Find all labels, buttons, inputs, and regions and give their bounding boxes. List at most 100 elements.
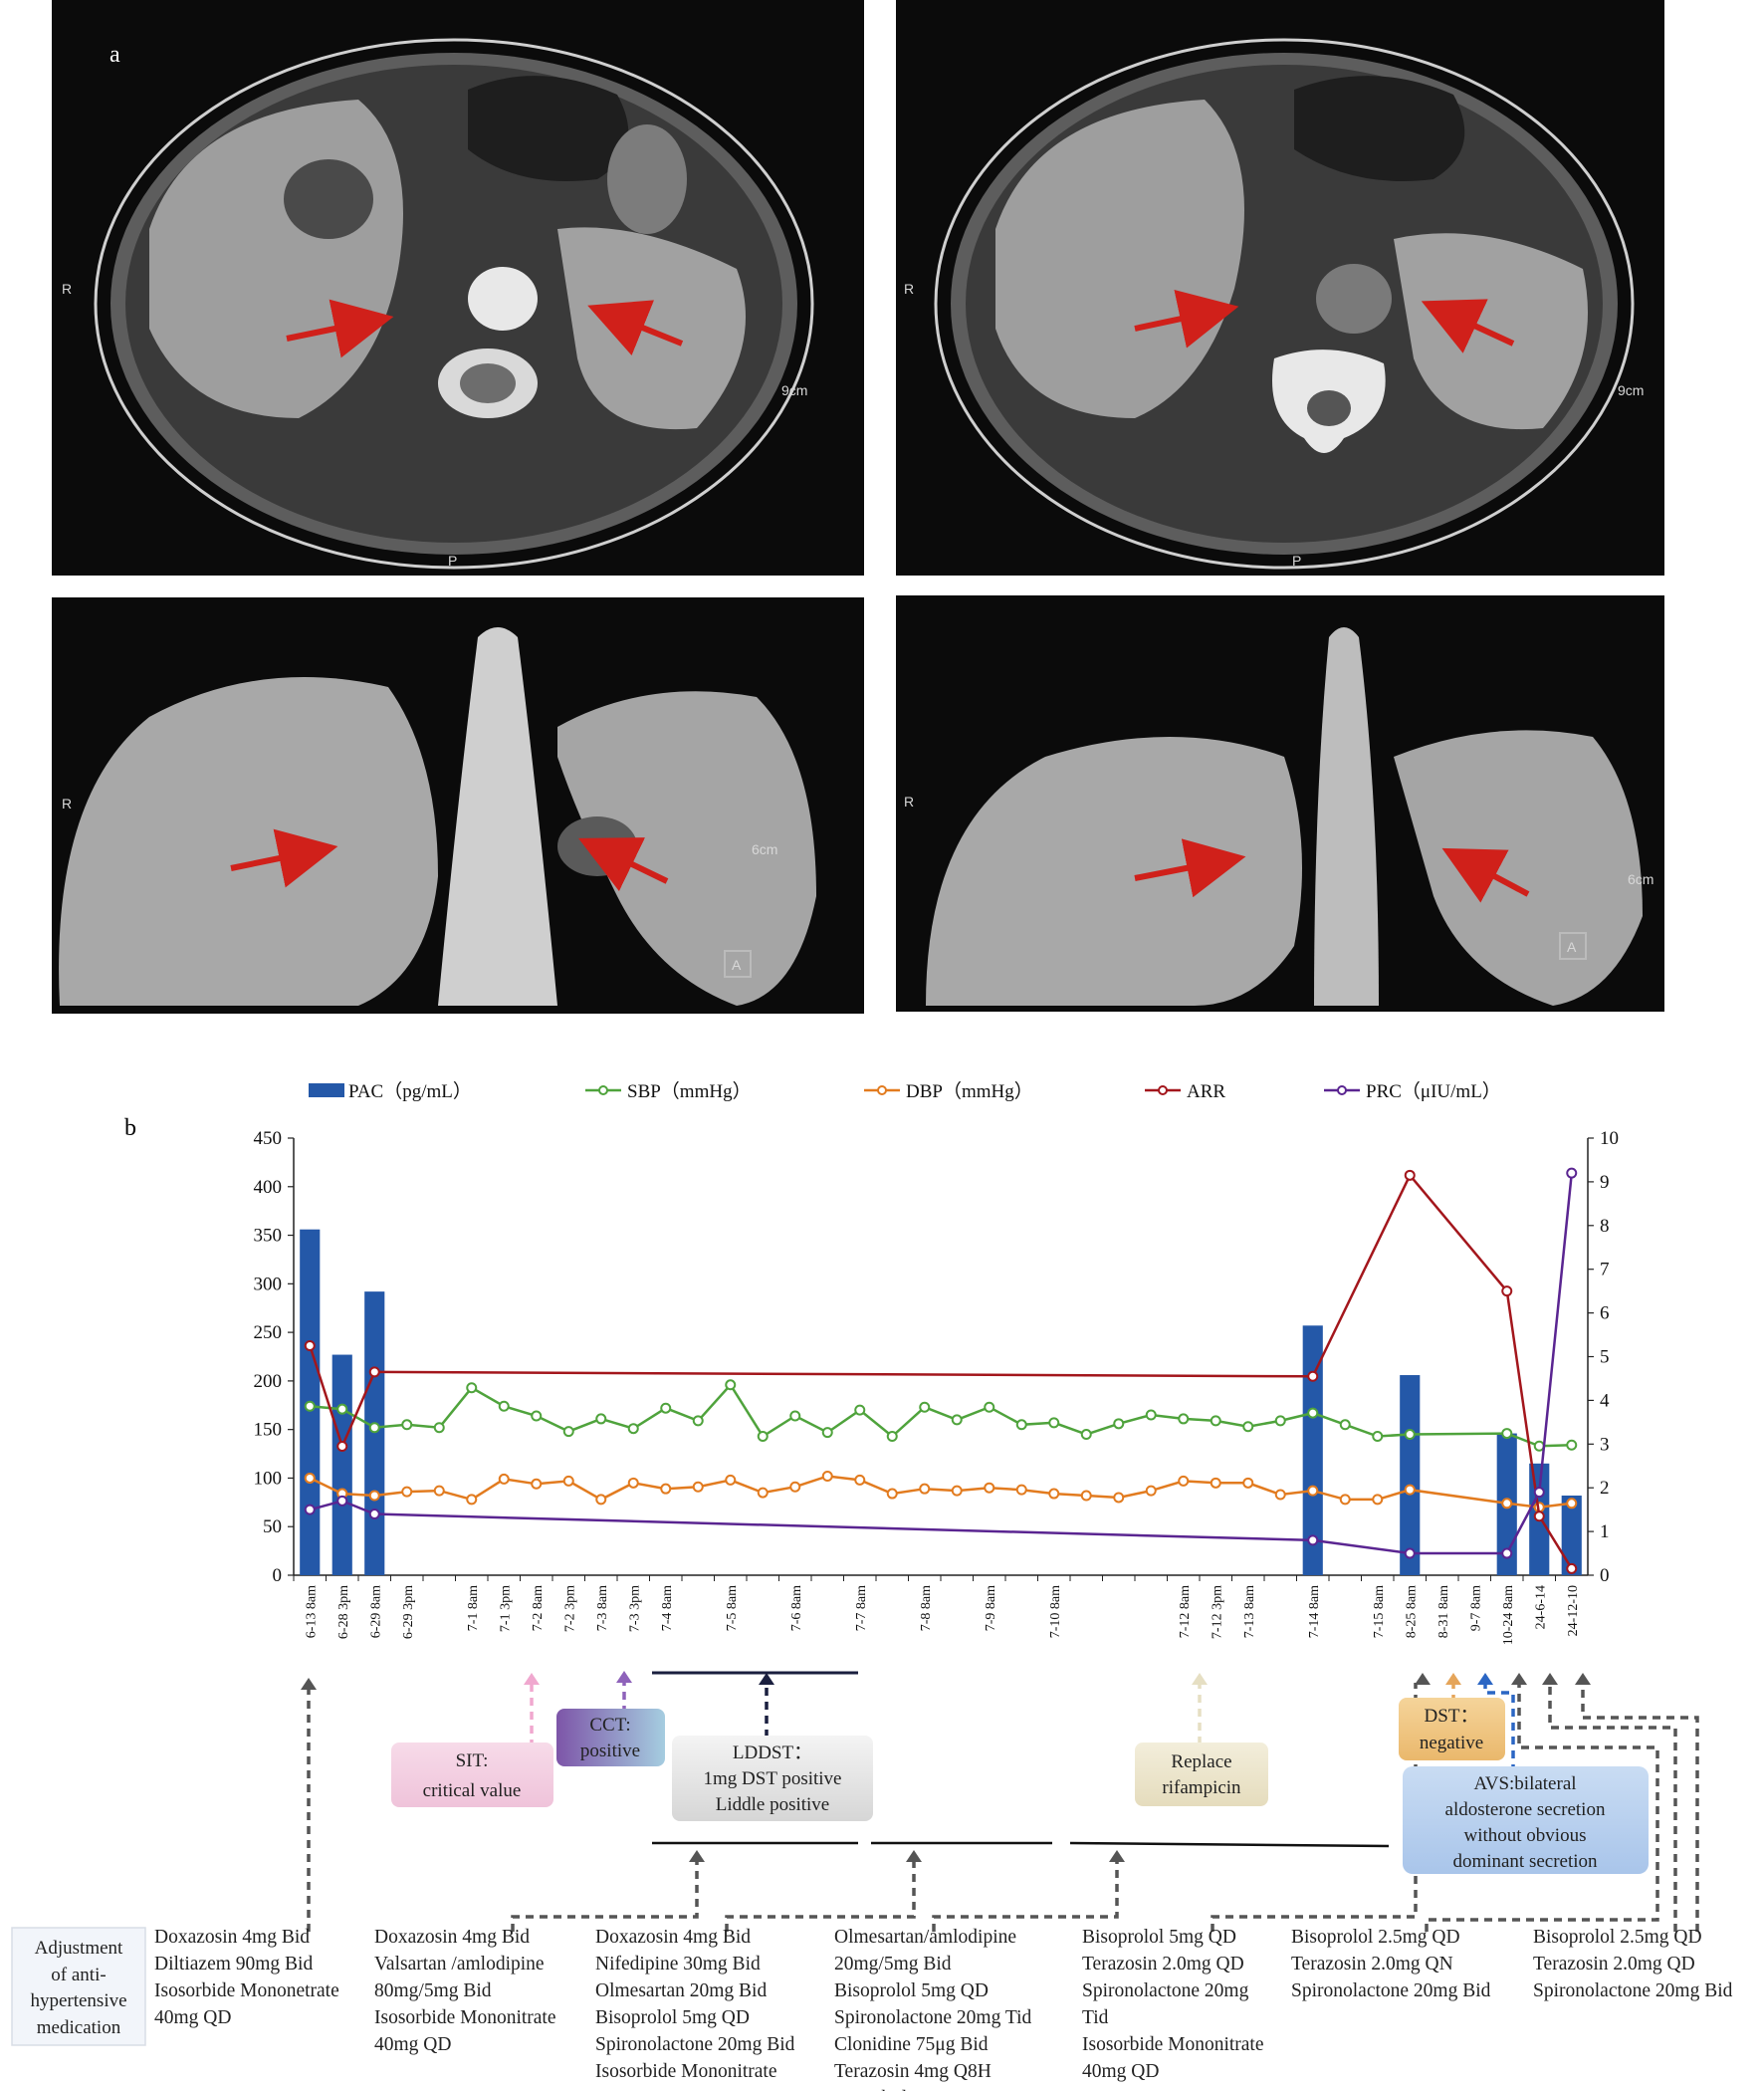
legend-prc: PRC（μIU/mL）: [1366, 1080, 1501, 1102]
y-right-tick-label: 10: [1600, 1128, 1619, 1149]
svg-text:rifampicin: rifampicin: [1162, 1777, 1241, 1798]
x-tick-label: 6-29 3pm: [401, 1585, 416, 1639]
medication-line: Bisoprolol 2.5mg QD: [1533, 1927, 1702, 1948]
y-right-tick-label: 4: [1600, 1390, 1610, 1411]
medication-lists: Doxazosin 4mg Bid Diltiazem 90mg Bid Isoso…: [154, 1927, 1733, 2091]
svg-text:Replace: Replace: [1171, 1751, 1231, 1772]
ct-coronal-right: R 6cm A: [896, 595, 1664, 1012]
red-arrow-icon: [587, 300, 684, 356]
annotation-cct: CCT: positive: [556, 1709, 665, 1766]
prc-point: [1533, 1487, 1545, 1499]
medication-line: Terazosin 2.0mg QD: [1082, 1954, 1244, 1975]
x-tick-label: 9-7 8am: [1468, 1585, 1483, 1631]
sbp-point: [466, 1382, 478, 1394]
sbp-point: [1501, 1428, 1513, 1440]
ct-axial-left: R P 9cm a: [52, 0, 864, 576]
sbp-point: [1048, 1417, 1060, 1429]
dbp-point: [466, 1494, 478, 1506]
svg-text:without obvious: without obvious: [1464, 1825, 1587, 1846]
x-tick-label: 7-9 8am: [984, 1585, 998, 1631]
sbp-point: [725, 1379, 737, 1391]
medication-line: 40mg QD: [154, 2007, 231, 2028]
legend-arr: ARR: [1187, 1081, 1225, 1102]
y-right-tick-label: 0: [1600, 1565, 1610, 1586]
dbp-point: [595, 1494, 607, 1506]
dbp-point: [401, 1486, 413, 1498]
x-tick-label: 24-12-10: [1566, 1585, 1581, 1636]
y-left-tick-label: 400: [254, 1177, 283, 1198]
svg-text:positive: positive: [580, 1741, 640, 1761]
legend-pac-swatch: [309, 1083, 344, 1097]
prc-point: [1501, 1547, 1513, 1559]
dbp-point: [951, 1485, 963, 1497]
sbp-point: [886, 1430, 898, 1442]
medication-line: Isosorbide Mononitrate: [374, 2007, 556, 2028]
dbp-point: [304, 1472, 316, 1484]
dbp-point: [660, 1483, 672, 1495]
ct-scale: 6cm: [752, 841, 777, 857]
svg-text:of anti-: of anti-: [51, 1965, 106, 1985]
red-arrow-icon: [577, 837, 669, 892]
medication-line: Terazosin 2.0mg QN: [1291, 1954, 1453, 1975]
x-tick-label: 7-10 8am: [1048, 1585, 1063, 1638]
sbp-point: [757, 1430, 769, 1442]
medication-line: 40mg QD: [595, 2088, 672, 2091]
medication-line: Doxazosin 4mg Bid: [374, 1927, 530, 1948]
medication-line: Diltiazem 90mg Bid: [154, 1954, 313, 1975]
y-left-tick-label: 300: [254, 1274, 283, 1294]
ct-marker-p: P: [448, 553, 457, 569]
red-arrow-icon: [1134, 838, 1246, 898]
ct-marker-r: R: [904, 281, 914, 297]
x-tick-label: 7-14 8am: [1307, 1585, 1322, 1638]
ct-axial-right: R P 9cm: [896, 0, 1664, 576]
bracket-lines-bottom: [652, 1841, 1390, 1848]
dbp-point: [1307, 1485, 1319, 1497]
annotation-rifampicin: Replace rifampicin: [1135, 1742, 1268, 1806]
medication-line: 40mg QD: [1082, 2061, 1159, 2082]
ct-scale: 9cm: [781, 382, 807, 398]
sbp-point: [1242, 1421, 1254, 1433]
medication-line: Isosorbide Mononitrate: [1082, 2034, 1264, 2055]
sbp-point: [854, 1404, 866, 1416]
medication-line: Bisoprolol 5mg QD: [834, 1980, 989, 2001]
chart-legend: PAC（pg/mL） SBP（mmHg） DBP（mmHg） ARR PRC（μ…: [309, 1080, 1501, 1102]
medication-label: Adjustment of anti- hypertensive medicat…: [11, 1927, 146, 2046]
arr-point: [304, 1340, 316, 1352]
x-tick-label: 7-8 8am: [919, 1585, 934, 1631]
medication-line: Bisoprolol 5mg QD: [1082, 1927, 1236, 1948]
y-left-tick-label: 350: [254, 1226, 283, 1247]
dbp-point: [1339, 1494, 1351, 1506]
annotation-avs: AVS:bilateral aldosterone secretion with…: [1403, 1766, 1649, 1874]
sbp-point: [401, 1419, 413, 1431]
arr-point: [1501, 1285, 1513, 1297]
y-right-tick-label: 8: [1600, 1216, 1610, 1237]
x-tick-label: 6-13 8am: [304, 1585, 319, 1638]
pac-bar: [364, 1291, 385, 1575]
arr-point: [1533, 1510, 1545, 1522]
x-tick-label: 8-31 8am: [1436, 1585, 1451, 1638]
sbp-point: [562, 1426, 574, 1438]
ct-coronal-left: R 6cm A: [52, 597, 864, 1014]
annotation-lddst: LDDST： 1mg DST positive Liddle positive: [672, 1736, 873, 1821]
x-tick-label: 7-2 3pm: [562, 1585, 577, 1632]
svg-text:dominant secretion: dominant secretion: [1452, 1851, 1598, 1872]
arr-line: [309, 1173, 1573, 1570]
dbp-point: [1210, 1477, 1221, 1489]
sbp-point: [336, 1403, 348, 1415]
dbp-point: [433, 1485, 445, 1497]
sbp-point: [984, 1401, 995, 1413]
sbp-point: [1372, 1430, 1384, 1442]
svg-text:SIT:: SIT:: [456, 1750, 489, 1771]
prc-point: [304, 1504, 316, 1515]
sbp-point: [1274, 1415, 1286, 1427]
y-right-tick-label: 7: [1600, 1260, 1610, 1280]
medication-line: 40mg QD: [374, 2034, 451, 2055]
x-tick-label: 6-29 8am: [368, 1585, 383, 1638]
arr-point: [1566, 1562, 1578, 1574]
sbp-point: [1178, 1413, 1190, 1425]
y-left-tick-label: 100: [254, 1468, 283, 1489]
medication-line: Olmesartan/amlodipine: [834, 1927, 1016, 1948]
sbp-point: [1307, 1407, 1319, 1419]
medication-line: Spironolactone 20mg Bid: [1291, 1980, 1491, 2001]
medication-line: Bisoprolol 2.5mg QD: [1291, 1927, 1460, 1948]
